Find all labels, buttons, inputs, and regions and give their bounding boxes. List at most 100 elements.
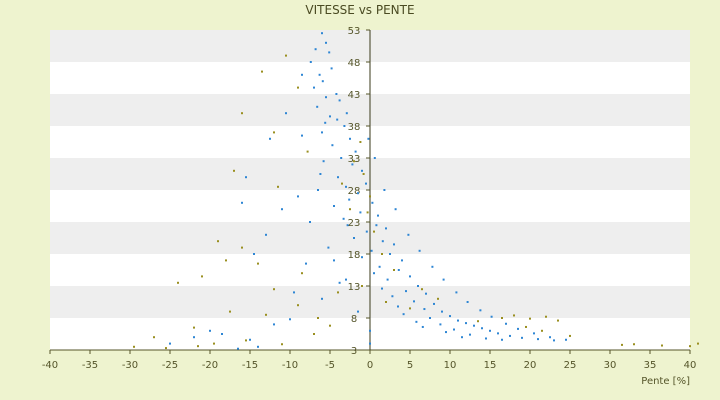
y-tick-label: 33	[348, 154, 361, 165]
data-point	[343, 125, 346, 127]
data-point	[397, 305, 399, 308]
data-point	[325, 96, 327, 99]
data-point	[333, 259, 335, 262]
data-point	[345, 112, 348, 115]
data-point	[449, 315, 451, 318]
data-point	[505, 322, 507, 325]
data-point	[375, 224, 378, 227]
data-point	[337, 176, 339, 179]
data-point	[485, 337, 487, 340]
x-tick-label: 20	[524, 360, 537, 371]
data-point	[342, 217, 345, 220]
data-point	[365, 182, 367, 185]
y-tick-label: 8	[351, 314, 357, 325]
data-point	[331, 144, 334, 147]
data-point	[349, 137, 351, 140]
data-point	[537, 338, 539, 341]
data-point	[545, 315, 547, 318]
data-point	[461, 336, 463, 339]
data-points	[133, 32, 699, 350]
data-point	[370, 249, 373, 252]
data-point	[229, 310, 231, 313]
data-point	[301, 272, 303, 275]
data-point	[407, 233, 410, 236]
data-point	[297, 195, 299, 198]
data-point	[359, 141, 362, 143]
x-tick-label: 40	[684, 360, 697, 371]
data-point	[329, 115, 331, 118]
data-point	[345, 185, 347, 188]
data-point	[509, 334, 511, 337]
data-point	[316, 105, 319, 108]
data-point	[365, 230, 368, 233]
data-point	[401, 259, 403, 262]
data-point	[338, 281, 341, 284]
data-point	[473, 324, 475, 327]
data-point	[490, 315, 493, 318]
data-point	[261, 70, 263, 73]
y-tick-label: 43	[348, 90, 361, 101]
data-point	[309, 221, 311, 223]
data-point	[249, 338, 251, 341]
data-point	[338, 99, 341, 102]
data-point	[318, 73, 321, 76]
data-point	[439, 323, 442, 326]
data-point	[357, 192, 359, 195]
x-tick-label: -35	[82, 360, 98, 371]
data-point	[689, 345, 691, 348]
data-point	[201, 275, 203, 278]
data-point	[305, 262, 307, 265]
data-point	[394, 208, 397, 211]
data-point	[373, 157, 376, 159]
data-point	[359, 211, 362, 214]
data-point	[337, 291, 339, 294]
data-point	[133, 345, 135, 348]
data-point	[273, 288, 275, 291]
data-point	[425, 292, 427, 295]
data-point	[289, 318, 291, 321]
data-point	[330, 67, 333, 70]
data-point	[661, 344, 663, 347]
data-point	[265, 233, 267, 236]
data-point	[217, 240, 219, 243]
data-point	[377, 214, 379, 217]
data-point	[353, 237, 355, 239]
data-point	[383, 189, 386, 191]
data-point	[336, 118, 339, 121]
x-tick-label: 30	[604, 360, 617, 371]
data-point	[241, 246, 243, 249]
data-point	[321, 297, 323, 300]
data-point	[313, 86, 315, 89]
data-point	[354, 150, 357, 153]
data-point	[257, 345, 259, 348]
data-point	[361, 169, 363, 172]
data-point	[301, 134, 303, 137]
data-point	[501, 338, 503, 341]
data-point	[193, 326, 195, 329]
data-point	[405, 290, 407, 293]
data-point	[317, 189, 319, 191]
data-point	[327, 246, 330, 249]
data-point	[321, 32, 323, 35]
x-tick-label: -40	[42, 360, 58, 371]
data-point	[273, 323, 275, 326]
data-point	[345, 278, 347, 281]
data-point	[265, 313, 267, 316]
data-point	[371, 201, 374, 204]
data-point	[281, 208, 283, 211]
data-point	[369, 195, 371, 198]
data-point	[457, 319, 459, 322]
data-point	[357, 310, 359, 313]
data-point	[421, 325, 424, 328]
data-point	[389, 253, 391, 255]
data-point	[386, 278, 389, 281]
data-point	[429, 317, 431, 319]
y-tick-label: 48	[348, 58, 361, 69]
data-point	[306, 150, 309, 153]
x-axis: -40 -35 -30 -25 -20 -15 -10 -5 0 5 10 15 20 25 30 35 40	[42, 349, 697, 371]
data-point	[369, 342, 371, 345]
data-point	[409, 307, 411, 310]
data-point	[489, 329, 491, 332]
x-tick-label: 25	[564, 360, 577, 371]
y-tick-label: 3	[351, 346, 357, 357]
